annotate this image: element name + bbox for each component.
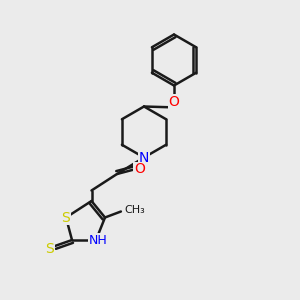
Text: O: O [169,95,179,109]
Text: N: N [139,151,149,164]
Text: NH: NH [89,233,108,247]
Text: CH₃: CH₃ [124,205,145,215]
Text: O: O [134,163,145,176]
Text: S: S [61,211,70,224]
Text: S: S [45,242,54,256]
